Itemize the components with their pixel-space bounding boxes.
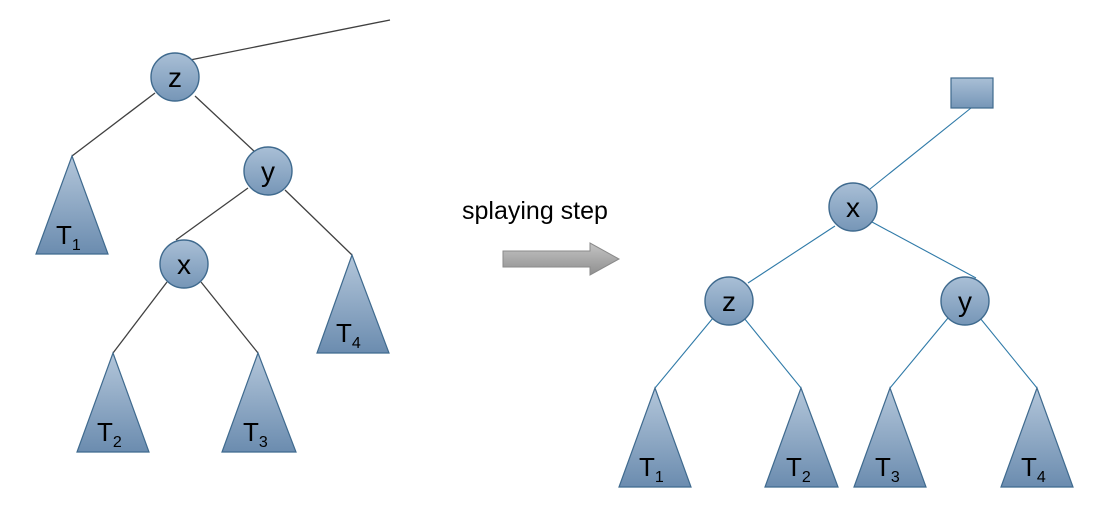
- node-after-z: z: [704, 276, 754, 326]
- edge-y-t4: [979, 317, 1038, 389]
- tree-after: T1 T2 T3 T4 x z y: [618, 77, 1074, 488]
- subtree-before-t1: T1: [35, 154, 109, 255]
- node-after-z-label: z: [722, 286, 736, 317]
- subtree-after-t2: T2: [764, 386, 839, 488]
- subtree-before-t1-label: T1: [56, 220, 81, 254]
- tree-after-edges: [654, 107, 1038, 389]
- splaying-step-caption: splaying step: [462, 197, 608, 225]
- edge-x-t3: [200, 281, 259, 354]
- tree-before-edges: [71, 19, 391, 354]
- subtree-before-t3-label: T3: [243, 417, 268, 451]
- subtree-before-t2: T2: [76, 351, 150, 453]
- node-before-y-label: y: [261, 156, 275, 187]
- node-after-y: y: [940, 276, 990, 326]
- edge-z-t2: [743, 317, 802, 389]
- tree-before: T1 T2 T3 T4 z y x: [35, 19, 391, 453]
- subtree-after-t3-label: T3: [875, 452, 900, 486]
- node-after-x: x: [828, 182, 878, 232]
- edge-parent-x: [869, 107, 972, 190]
- node-before-x-label: x: [177, 249, 191, 280]
- subtree-before-t4: T4: [316, 253, 390, 354]
- edge-z-t1: [71, 92, 156, 157]
- edge-z-t1: [654, 317, 714, 389]
- node-before-y: y: [243, 146, 293, 196]
- subtree-before-t2-label: T2: [97, 417, 122, 451]
- subtree-before-t4-label: T4: [336, 318, 361, 352]
- subtree-after-t1-label: T1: [639, 452, 664, 486]
- edge-y-x: [175, 187, 249, 241]
- edge-parent: [189, 19, 391, 61]
- transition: splaying step: [462, 197, 621, 276]
- node-after-y-label: y: [958, 286, 972, 317]
- subtree-after-t4-label: T4: [1021, 452, 1046, 486]
- edge-x-t2: [112, 281, 168, 354]
- subtree-after-t3: T3: [853, 386, 927, 488]
- edge-y-t4: [284, 189, 353, 256]
- edge-x-z: [747, 225, 836, 284]
- subtree-after-t4: T4: [1000, 386, 1074, 488]
- parent-placeholder: [950, 77, 994, 109]
- node-after-x-label: x: [846, 192, 860, 223]
- subtree-after-t2-label: T2: [786, 452, 811, 486]
- edge-z-y: [194, 95, 256, 153]
- subtree-before-t3: T3: [221, 351, 297, 453]
- node-before-z-label: z: [168, 62, 182, 93]
- subtree-after-t1: T1: [618, 386, 692, 488]
- node-before-x: x: [159, 239, 209, 289]
- right-arrow-icon: [502, 242, 621, 276]
- node-before-z: z: [150, 52, 200, 102]
- edge-y-t3: [889, 317, 949, 389]
- edge-x-y: [871, 221, 977, 279]
